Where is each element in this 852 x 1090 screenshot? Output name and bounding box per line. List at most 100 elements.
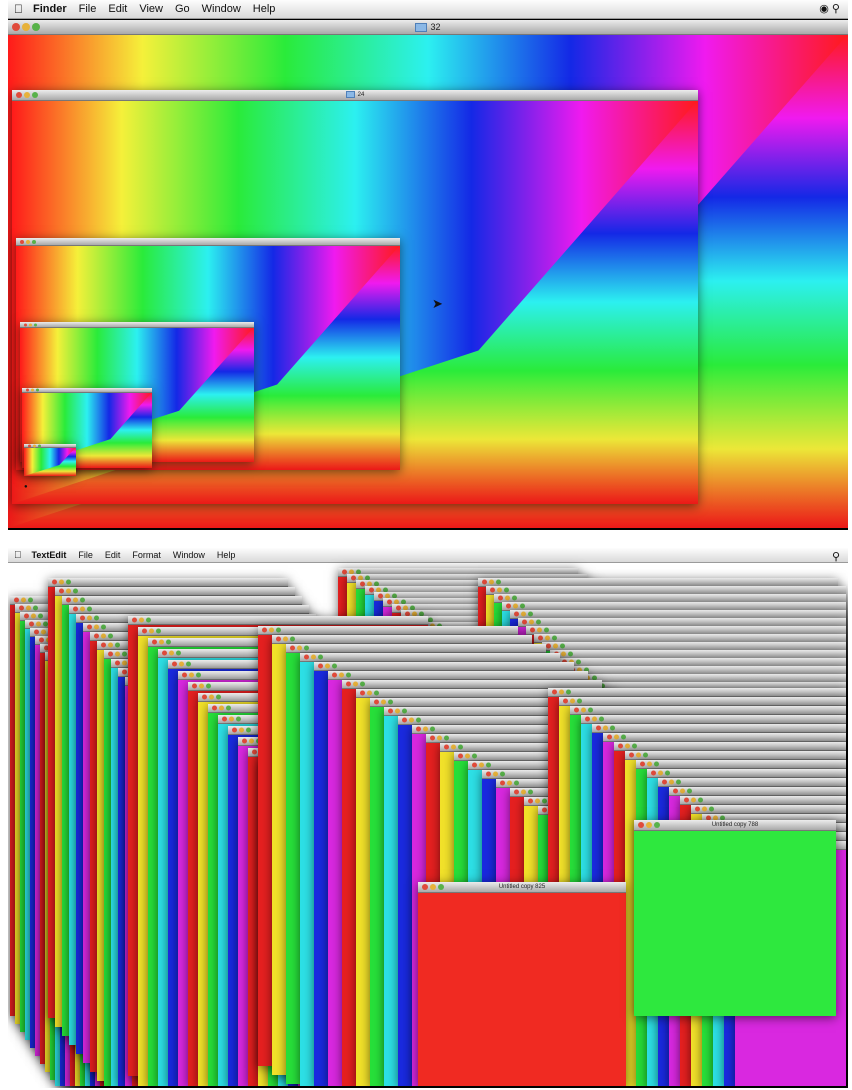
zoom-button-icon[interactable] bbox=[472, 753, 477, 759]
zoom-button-icon[interactable] bbox=[388, 699, 393, 705]
minimize-button-icon[interactable] bbox=[73, 597, 78, 603]
title-bar[interactable] bbox=[581, 715, 846, 724]
title-bar[interactable] bbox=[314, 662, 574, 671]
minimize-button-icon[interactable] bbox=[33, 444, 36, 447]
title-bar[interactable] bbox=[398, 716, 658, 725]
zoom-button-icon[interactable] bbox=[356, 569, 361, 575]
minimize-button-icon[interactable] bbox=[691, 797, 696, 803]
close-button-icon[interactable] bbox=[290, 645, 295, 651]
close-button-icon[interactable] bbox=[552, 689, 557, 695]
zoom-button-icon[interactable] bbox=[166, 639, 171, 645]
minimize-button-icon[interactable] bbox=[437, 735, 442, 741]
minimize-button-icon[interactable] bbox=[189, 672, 194, 678]
close-button-icon[interactable] bbox=[252, 749, 257, 755]
close-button-icon[interactable] bbox=[369, 587, 374, 593]
zoom-button-icon[interactable] bbox=[360, 681, 365, 687]
zoom-button-icon[interactable] bbox=[374, 581, 379, 587]
title-bar[interactable] bbox=[286, 644, 546, 653]
close-button-icon[interactable] bbox=[182, 672, 187, 678]
close-button-icon[interactable] bbox=[514, 789, 519, 795]
minimize-button-icon[interactable] bbox=[561, 651, 566, 657]
close-button-icon[interactable] bbox=[574, 707, 579, 713]
minimize-button-icon[interactable] bbox=[403, 605, 408, 611]
close-button-icon[interactable] bbox=[172, 661, 177, 667]
title-bar[interactable] bbox=[69, 605, 309, 614]
zoom-button-icon[interactable] bbox=[216, 694, 221, 700]
zoom-button-icon[interactable] bbox=[536, 619, 541, 625]
minimize-button-icon[interactable] bbox=[570, 698, 575, 704]
close-button-icon[interactable] bbox=[662, 779, 667, 785]
zoom-button-icon[interactable] bbox=[592, 675, 597, 681]
title-bar[interactable] bbox=[328, 671, 588, 680]
zoom-button-icon[interactable] bbox=[28, 597, 33, 603]
minimize-button-icon[interactable] bbox=[465, 753, 470, 759]
close-button-icon[interactable] bbox=[39, 637, 44, 643]
close-button-icon[interactable] bbox=[607, 734, 612, 740]
zoom-button-icon[interactable] bbox=[458, 744, 463, 750]
minimize-button-icon[interactable] bbox=[376, 587, 381, 593]
minimize-button-icon[interactable] bbox=[537, 627, 542, 633]
close-button-icon[interactable] bbox=[490, 587, 495, 593]
title-bar[interactable] bbox=[559, 697, 846, 706]
close-button-icon[interactable] bbox=[192, 683, 197, 689]
search-icon[interactable]: ⚲ bbox=[831, 551, 840, 563]
close-button-icon[interactable] bbox=[638, 822, 644, 828]
menu-help[interactable]: Help bbox=[209, 550, 236, 560]
title-bar[interactable] bbox=[384, 707, 644, 716]
zoom-button-icon[interactable] bbox=[146, 617, 151, 623]
close-button-icon[interactable] bbox=[378, 593, 383, 599]
zoom-button-icon[interactable] bbox=[577, 698, 582, 704]
close-button-icon[interactable] bbox=[351, 575, 356, 581]
title-bar[interactable] bbox=[548, 688, 846, 697]
minimize-button-icon[interactable] bbox=[269, 627, 274, 633]
close-button-icon[interactable] bbox=[59, 588, 64, 594]
title-bar[interactable] bbox=[20, 322, 254, 328]
minimize-button-icon[interactable] bbox=[529, 619, 534, 625]
minimize-button-icon[interactable] bbox=[395, 708, 400, 714]
zoom-button-icon[interactable] bbox=[304, 645, 309, 651]
title-bar[interactable] bbox=[62, 596, 302, 605]
menu-help[interactable]: Help bbox=[243, 3, 276, 15]
minimize-button-icon[interactable] bbox=[219, 705, 224, 711]
zoom-button-icon[interactable] bbox=[588, 707, 593, 713]
close-button-icon[interactable] bbox=[28, 444, 31, 447]
zoom-button-icon[interactable] bbox=[32, 239, 36, 244]
minimize-button-icon[interactable] bbox=[325, 663, 330, 669]
minimize-button-icon[interactable] bbox=[353, 681, 358, 687]
minimize-button-icon[interactable] bbox=[646, 822, 652, 828]
close-button-icon[interactable] bbox=[122, 669, 127, 675]
close-button-icon[interactable] bbox=[596, 725, 601, 731]
minimize-button-icon[interactable] bbox=[658, 770, 663, 776]
minimize-button-icon[interactable] bbox=[41, 629, 46, 635]
minimize-button-icon[interactable] bbox=[614, 734, 619, 740]
minimize-button-icon[interactable] bbox=[239, 727, 244, 733]
close-button-icon[interactable] bbox=[101, 642, 106, 648]
zoom-button-icon[interactable] bbox=[632, 743, 637, 749]
zoom-button-icon[interactable] bbox=[73, 588, 78, 594]
zoom-button-icon[interactable] bbox=[32, 92, 38, 98]
zoom-button-icon[interactable] bbox=[416, 717, 421, 723]
minimize-button-icon[interactable] bbox=[545, 635, 550, 641]
minimize-button-icon[interactable] bbox=[26, 605, 31, 611]
close-button-icon[interactable] bbox=[673, 788, 678, 794]
title-bar[interactable] bbox=[300, 653, 560, 662]
close-button-icon[interactable] bbox=[684, 797, 689, 803]
close-button-icon[interactable] bbox=[162, 650, 167, 656]
minimize-button-icon[interactable] bbox=[229, 716, 234, 722]
minimize-button-icon[interactable] bbox=[521, 611, 526, 617]
minimize-button-icon[interactable] bbox=[451, 744, 456, 750]
minimize-button-icon[interactable] bbox=[26, 239, 30, 244]
close-button-icon[interactable] bbox=[212, 705, 217, 711]
minimize-button-icon[interactable] bbox=[702, 806, 707, 812]
close-button-icon[interactable] bbox=[528, 798, 533, 804]
close-button-icon[interactable] bbox=[19, 605, 24, 611]
minimize-button-icon[interactable] bbox=[412, 611, 417, 617]
close-button-icon[interactable] bbox=[514, 611, 519, 617]
minimize-button-icon[interactable] bbox=[513, 603, 518, 609]
close-button-icon[interactable] bbox=[80, 615, 85, 621]
zoom-button-icon[interactable] bbox=[236, 716, 241, 722]
close-button-icon[interactable] bbox=[387, 599, 392, 605]
minimize-button-icon[interactable] bbox=[409, 717, 414, 723]
title-bar[interactable] bbox=[636, 760, 846, 769]
minimize-button-icon[interactable] bbox=[507, 780, 512, 786]
